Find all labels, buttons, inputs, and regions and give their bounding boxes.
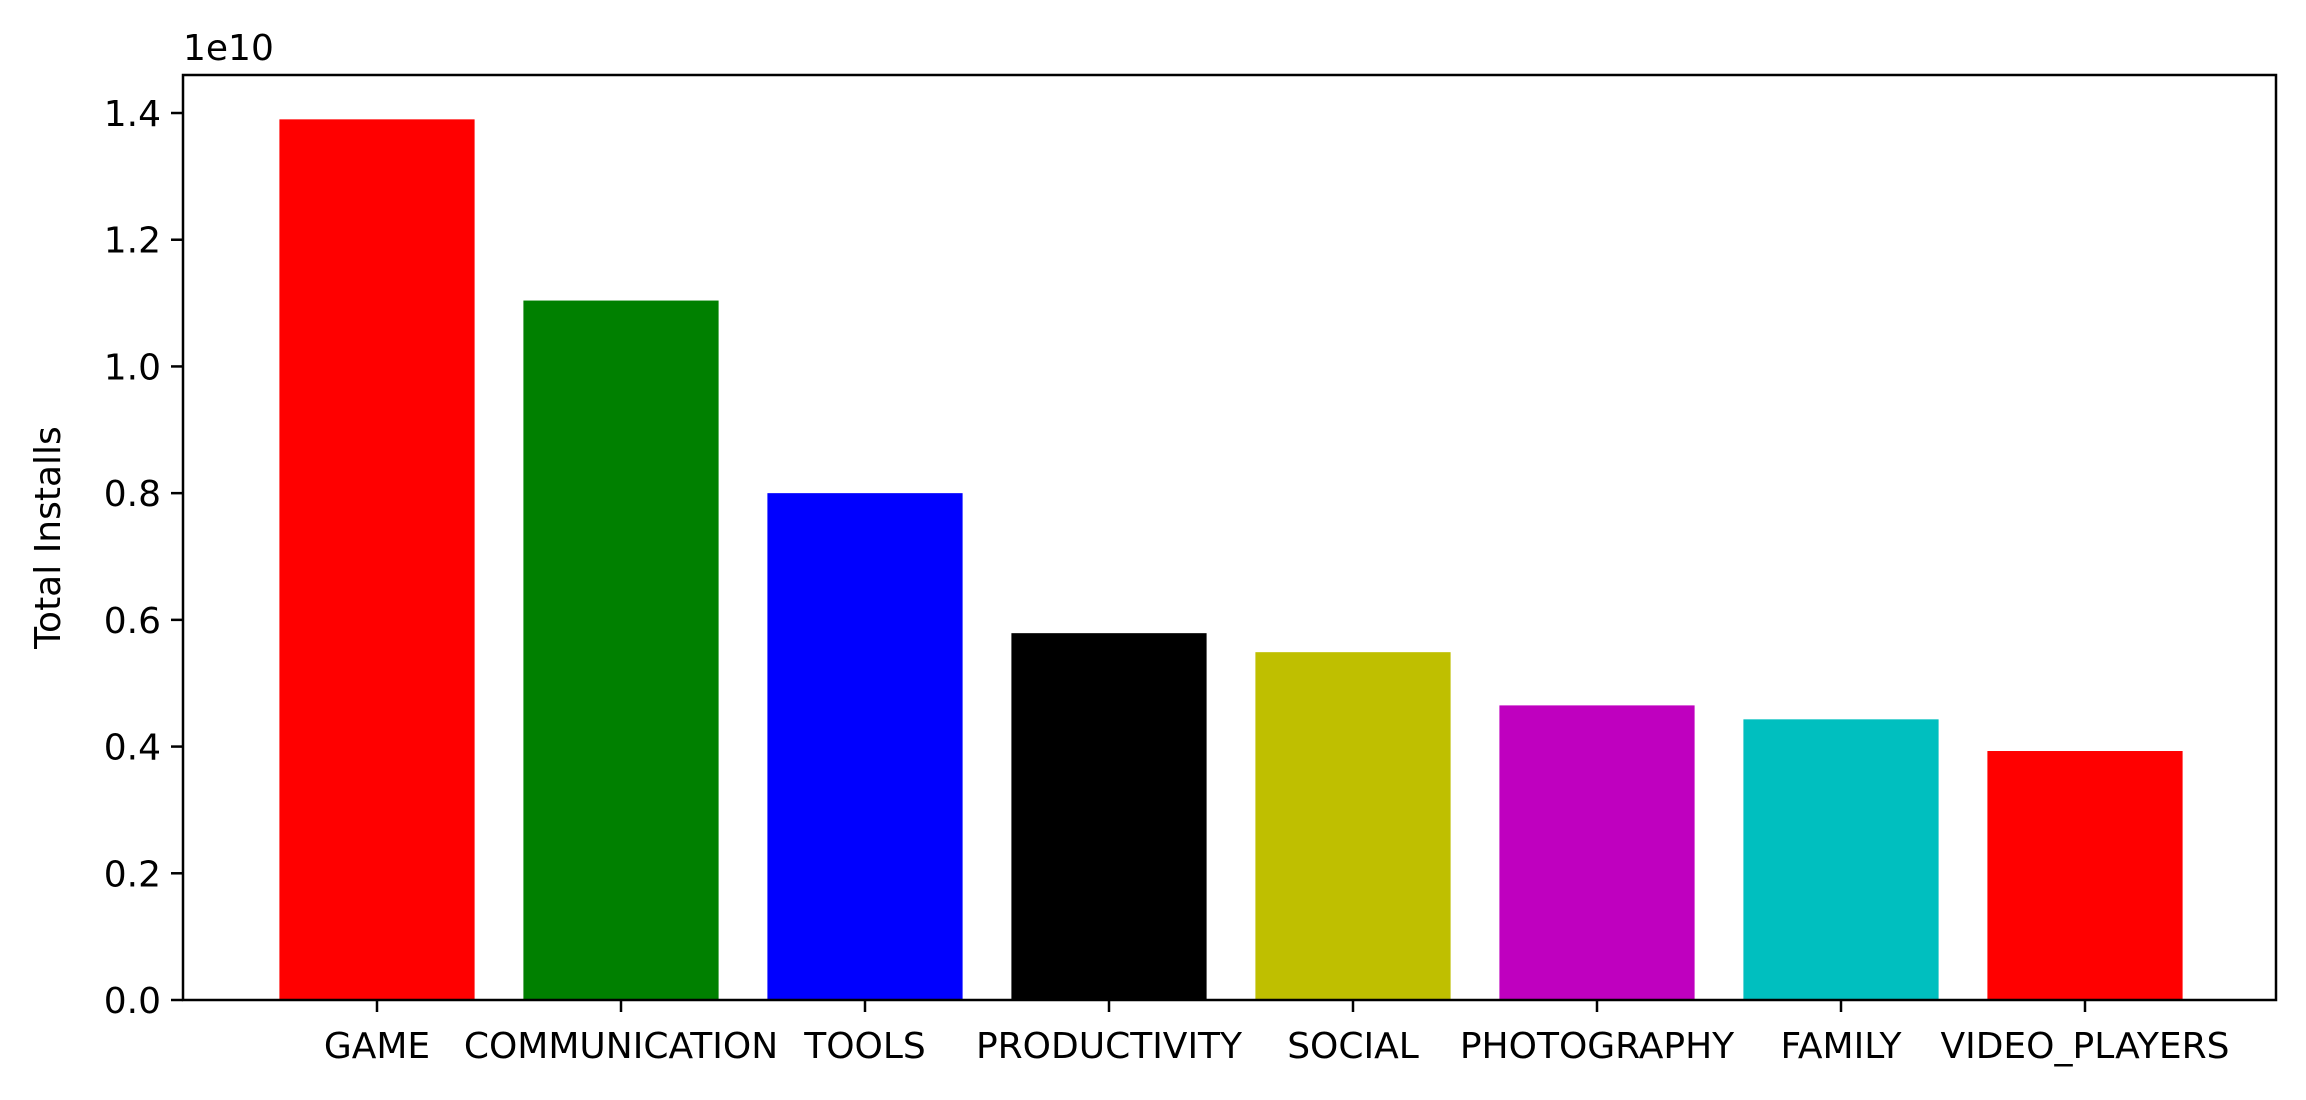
- bar-communication: [523, 300, 719, 1000]
- y-tick-label: 0.8: [104, 474, 161, 515]
- y-tick-label: 1.4: [104, 94, 161, 135]
- bar-game: [279, 119, 475, 1001]
- bar-family: [1743, 719, 1939, 1000]
- y-tick-label: 1.2: [104, 221, 161, 262]
- bar-social: [1255, 652, 1451, 1000]
- bar-tools: [767, 493, 963, 1000]
- x-tick-label-photography: PHOTOGRAPHY: [1460, 1026, 1735, 1067]
- y-axis: 0.0 0.2 0.4 0.6 0.8 1.0 1.2 1.4: [104, 94, 183, 1022]
- bar-video-players: [1987, 751, 2183, 1000]
- y-tick-label: 1.0: [104, 347, 161, 388]
- y-axis-label: Total Installs: [28, 426, 69, 650]
- x-tick-label-productivity: PRODUCTIVITY: [976, 1026, 1243, 1067]
- x-tick-label-social: SOCIAL: [1287, 1026, 1419, 1067]
- bar-productivity: [1011, 633, 1207, 1000]
- y-tick-label: 0.2: [104, 854, 161, 895]
- y-tick-label: 0.0: [104, 981, 161, 1022]
- x-tick-label-tools: TOOLS: [803, 1026, 926, 1067]
- plot-frame: [181, 73, 2278, 1002]
- y-tick-label: 0.4: [104, 728, 161, 769]
- x-tick-label-communication: COMMUNICATION: [464, 1026, 778, 1067]
- bar-photography: [1499, 705, 1695, 1000]
- y-tick-label: 0.6: [104, 601, 161, 642]
- bars-group: [279, 119, 2183, 1001]
- x-tick-label-game: GAME: [324, 1026, 430, 1067]
- x-axis: GAME COMMUNICATION TOOLS PRODUCTIVITY SOCIAL…: [324, 1000, 2230, 1067]
- x-tick-label-video-players: VIDEO_PLAYERS: [1940, 1026, 2229, 1067]
- y-offset-label: 1e10: [183, 28, 274, 69]
- x-tick-label-family: FAMILY: [1781, 1026, 1903, 1067]
